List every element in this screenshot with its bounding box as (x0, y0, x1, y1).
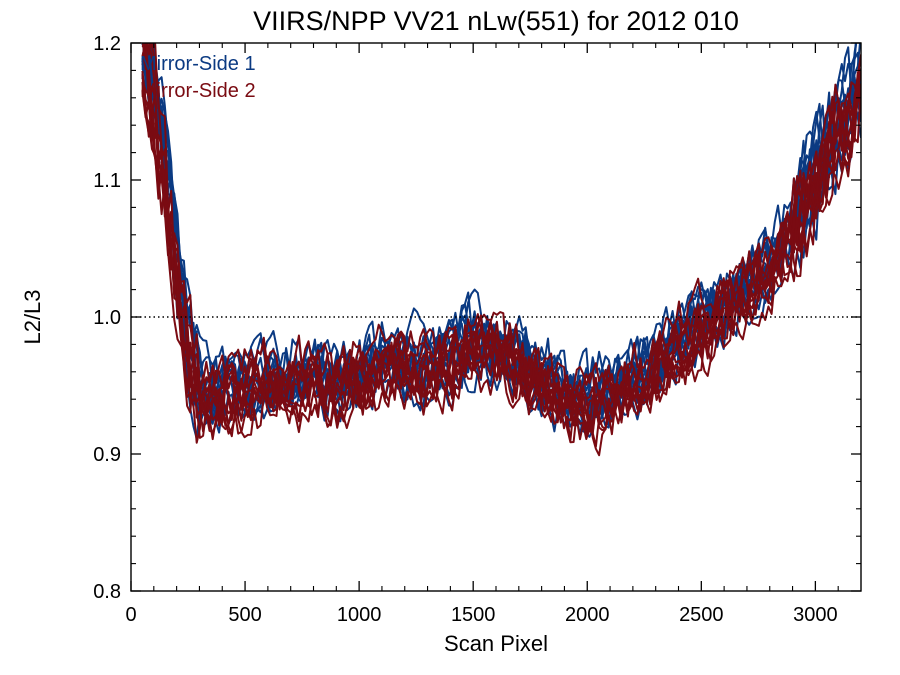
y-tick-label: 0.8 (93, 581, 121, 603)
legend: Mirror-Side 1 Mirror-Side 2 (140, 53, 256, 102)
x-tick-label: 500 (228, 604, 261, 626)
x-tick-label: 2000 (565, 604, 610, 626)
y-tick-label: 1.0 (93, 307, 121, 329)
series-line-2 (141, 44, 861, 444)
chart-title: VIIRS/NPP VV21 nLw(551) for 2012 010 (253, 6, 739, 36)
y-axis: 0.8 0.9 1.0 1.1 1.2 (93, 33, 861, 603)
x-tick-label: 1000 (337, 604, 382, 626)
legend-entry-mirror-side-1: Mirror-Side 1 (140, 53, 256, 75)
x-tick-label: 2500 (679, 604, 724, 626)
legend-entry-mirror-side-2: Mirror-Side 2 (140, 80, 256, 102)
x-tick-label: 0 (125, 604, 136, 626)
y-axis-label: L2/L3 (20, 289, 45, 344)
series-line-1 (141, 45, 861, 433)
y-tick-label: 1.2 (93, 33, 121, 55)
y-tick-label: 0.9 (93, 444, 121, 466)
x-axis: 0 500 1000 1500 2000 2500 3000 (125, 43, 839, 626)
x-tick-label: 3000 (793, 604, 838, 626)
series-line-2 (141, 43, 861, 424)
x-axis-label: Scan Pixel (444, 631, 548, 656)
y-tick-label: 1.1 (93, 170, 121, 192)
data-lines-layer (141, 43, 861, 457)
x-tick-label: 1500 (451, 604, 496, 626)
